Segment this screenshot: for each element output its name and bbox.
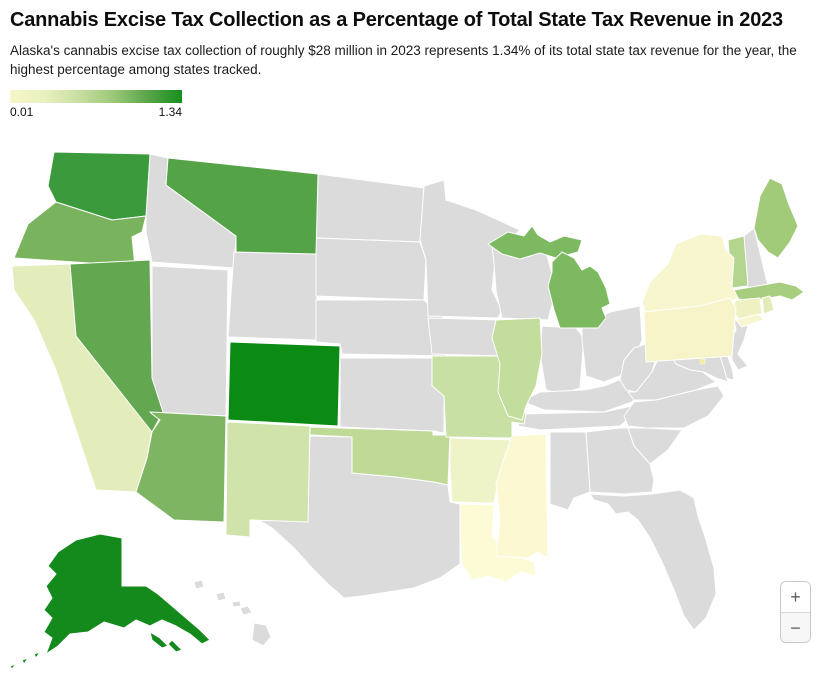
state-IL[interactable]: [491, 317, 543, 421]
state-AK[interactable]: [149, 631, 169, 649]
state-RI[interactable]: [761, 295, 775, 315]
state-MT[interactable]: [165, 157, 319, 255]
state-ME[interactable]: [753, 177, 799, 259]
state-GA[interactable]: [585, 427, 655, 495]
legend-labels: 0.01 1.34: [10, 105, 182, 119]
state-PA[interactable]: [643, 297, 737, 363]
state-IN[interactable]: [539, 325, 585, 395]
state-MN[interactable]: [419, 179, 521, 319]
state-MI[interactable]: [487, 225, 583, 260]
state-AK[interactable]: [33, 651, 41, 659]
state-AK[interactable]: [9, 663, 17, 670]
state-KS[interactable]: [339, 357, 445, 434]
us-choropleth-svg: [9, 151, 805, 670]
state-HI[interactable]: [231, 600, 242, 608]
state-WY[interactable]: [227, 251, 319, 341]
state-UT[interactable]: [149, 265, 229, 417]
page-title: Cannabis Excise Tax Collection as a Perc…: [10, 9, 783, 31]
legend-min-label: 0.01: [10, 105, 34, 120]
state-AK[interactable]: [167, 639, 183, 653]
state-AL[interactable]: [549, 431, 591, 511]
state-OK[interactable]: [309, 426, 451, 486]
state-NC[interactable]: [623, 385, 725, 429]
map-container: [0, 140, 827, 670]
state-NV[interactable]: [69, 259, 164, 433]
state-DC[interactable]: [699, 358, 706, 365]
state-MS[interactable]: [495, 433, 549, 559]
state-NY[interactable]: [735, 313, 765, 328]
state-ND[interactable]: [315, 173, 425, 243]
header: Cannabis Excise Tax Collection as a Perc…: [0, 0, 827, 119]
state-OR[interactable]: [13, 201, 147, 267]
legend-gradient-bar: [10, 90, 182, 104]
state-HI[interactable]: [215, 591, 227, 602]
state-HI[interactable]: [239, 605, 253, 616]
zoom-out-button[interactable]: −: [781, 612, 810, 642]
zoom-in-button[interactable]: +: [781, 582, 810, 612]
state-MI[interactable]: [547, 251, 611, 329]
legend-max-label: 1.34: [158, 105, 182, 120]
state-CO[interactable]: [227, 341, 341, 427]
state-HI[interactable]: [251, 622, 272, 647]
state-FL[interactable]: [589, 489, 717, 631]
color-legend: 0.01 1.34: [10, 90, 182, 119]
state-AZ[interactable]: [135, 411, 227, 523]
page-subtitle: Alaska's cannabis excise tax collection …: [10, 43, 797, 78]
state-SD[interactable]: [315, 237, 427, 301]
map-zoom-control: + −: [780, 581, 811, 643]
state-AK[interactable]: [21, 657, 29, 665]
state-NM[interactable]: [225, 421, 311, 538]
state-HI[interactable]: [193, 579, 205, 590]
state-AK[interactable]: [43, 533, 211, 655]
